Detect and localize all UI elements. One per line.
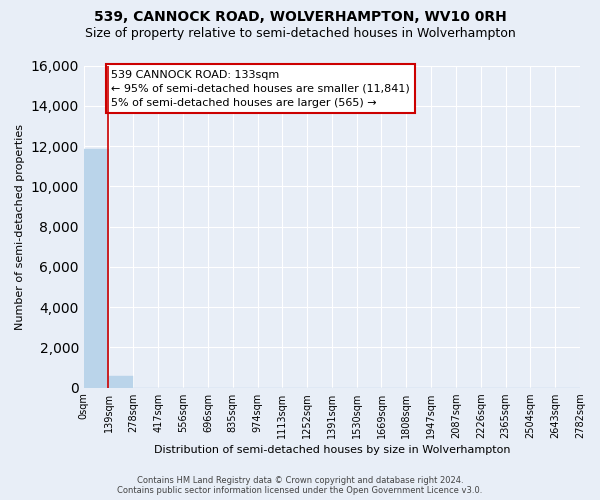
Bar: [84, 149, 109, 388]
Bar: [109, 376, 133, 388]
Text: Contains HM Land Registry data © Crown copyright and database right 2024.: Contains HM Land Registry data © Crown c…: [137, 476, 463, 485]
X-axis label: Distribution of semi-detached houses by size in Wolverhampton: Distribution of semi-detached houses by …: [154, 445, 510, 455]
Text: Size of property relative to semi-detached houses in Wolverhampton: Size of property relative to semi-detach…: [85, 28, 515, 40]
Text: 539, CANNOCK ROAD, WOLVERHAMPTON, WV10 0RH: 539, CANNOCK ROAD, WOLVERHAMPTON, WV10 0…: [94, 10, 506, 24]
Y-axis label: Number of semi-detached properties: Number of semi-detached properties: [15, 124, 25, 330]
Text: Contains public sector information licensed under the Open Government Licence v3: Contains public sector information licen…: [118, 486, 482, 495]
Text: 539 CANNOCK ROAD: 133sqm
← 95% of semi-detached houses are smaller (11,841)
5% o: 539 CANNOCK ROAD: 133sqm ← 95% of semi-d…: [111, 70, 410, 108]
